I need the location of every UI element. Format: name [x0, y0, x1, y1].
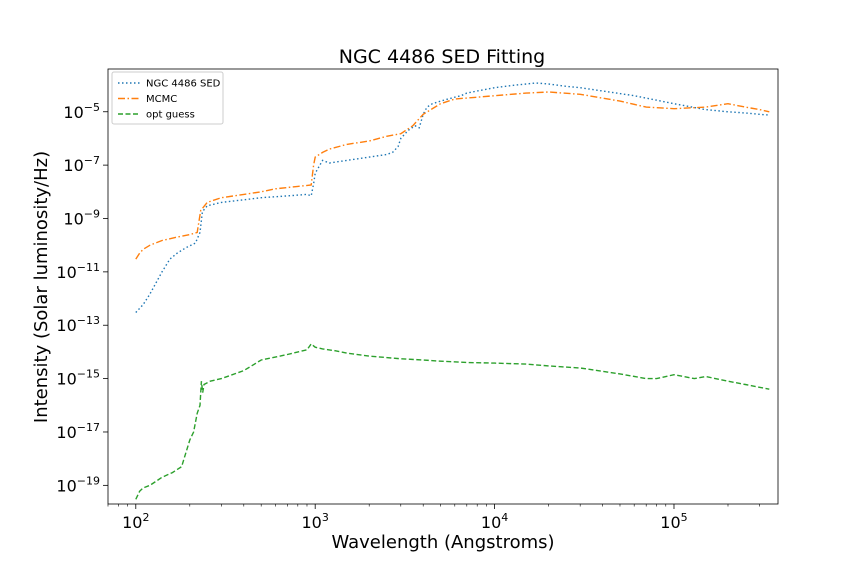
y-tick-label-3: 10−15: [56, 368, 100, 389]
series-line-2: [135, 91, 770, 260]
y-tick-label-2: 10−17: [56, 421, 100, 442]
legend-label-3: opt guess: [146, 110, 195, 121]
x-tick-label-2: 103: [302, 511, 329, 532]
x-tick-label-3: 104: [481, 511, 508, 532]
y-axis: 10−19 10−17 10−15 10−13 10−11 10−9 10−7 10−5: [56, 101, 108, 495]
chart-title: NGC 4486 SED Fitting: [339, 46, 545, 68]
legend-label-2: MCMC: [146, 94, 177, 105]
y-tick-label-8: 10−5: [63, 101, 100, 122]
y-tick-label-6: 10−9: [63, 207, 100, 228]
y-tick-label-7: 10−7: [63, 154, 100, 175]
legend-box: [111, 71, 224, 125]
y-tick-label-1: 10−19: [56, 474, 100, 495]
series-line-1: [135, 82, 770, 313]
x-tick-label-1: 102: [122, 511, 149, 532]
x-axis: 102 103 104 105: [107, 504, 760, 532]
y-axis-label: Intensity (Solar luminosity/Hz): [31, 151, 52, 423]
x-axis-label: Wavelength (Angstroms): [331, 532, 554, 553]
series-line-3: [135, 342, 770, 500]
legend-label-1: NGC 4486 SED: [146, 79, 221, 90]
plot-area: [135, 82, 770, 500]
y-tick-label-4: 10−13: [56, 314, 100, 335]
x-tick-label-4: 105: [660, 511, 687, 532]
axes-frame: [107, 68, 779, 505]
legend: NGC 4486 SED MCMC opt guess: [111, 71, 224, 125]
y-tick-label-5: 10−11: [56, 261, 100, 282]
